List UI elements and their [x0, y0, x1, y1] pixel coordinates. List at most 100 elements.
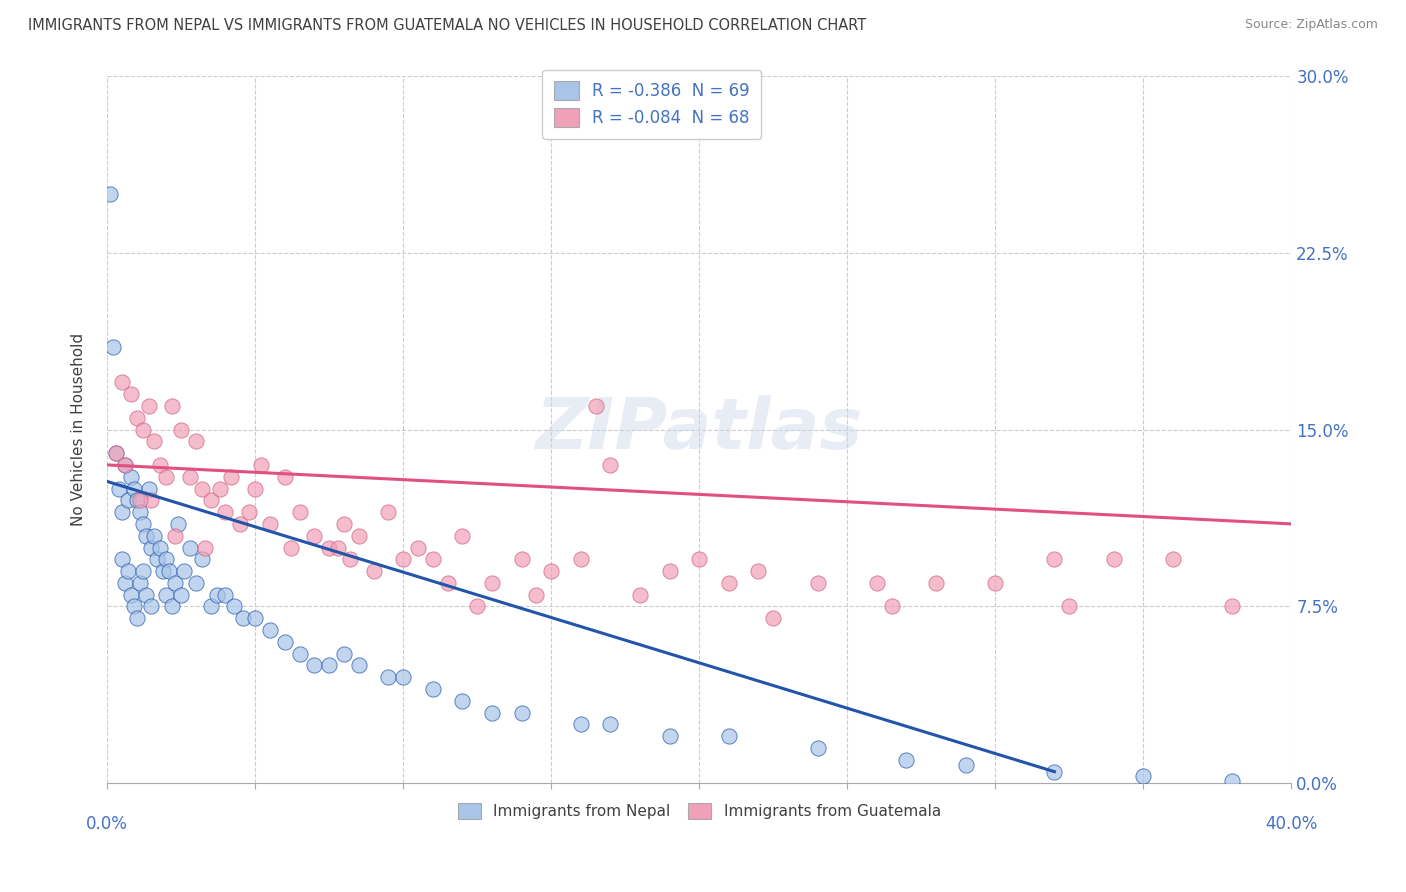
Point: [288, 647, 311, 661]
Point: [807, 741, 830, 756]
Point: [955, 757, 977, 772]
Point: [243, 482, 266, 496]
Text: 0.0%: 0.0%: [86, 815, 128, 833]
Point: [925, 575, 948, 590]
Point: [221, 469, 243, 483]
Point: [128, 575, 150, 590]
Point: [333, 647, 356, 661]
Point: [149, 541, 172, 555]
Point: [1220, 599, 1243, 614]
Point: [1220, 774, 1243, 789]
Point: [422, 682, 444, 697]
Point: [259, 516, 281, 531]
Point: [422, 552, 444, 566]
Point: [170, 588, 193, 602]
Point: [377, 670, 399, 684]
Point: [165, 575, 187, 590]
Point: [232, 611, 254, 625]
Point: [762, 611, 785, 625]
Point: [101, 340, 124, 354]
Point: [167, 516, 190, 531]
Point: [436, 575, 458, 590]
Point: [392, 670, 415, 684]
Point: [377, 505, 399, 519]
Point: [125, 410, 148, 425]
Point: [1043, 764, 1066, 779]
Point: [117, 493, 139, 508]
Point: [510, 706, 533, 720]
Point: [114, 458, 136, 472]
Point: [866, 575, 889, 590]
Point: [224, 599, 246, 614]
Point: [569, 552, 592, 566]
Point: [347, 658, 370, 673]
Point: [259, 623, 281, 637]
Point: [229, 516, 252, 531]
Point: [194, 541, 217, 555]
Point: [114, 458, 136, 472]
Point: [238, 505, 260, 519]
Point: [599, 458, 621, 472]
Point: [131, 564, 153, 578]
Point: [98, 186, 121, 201]
Point: [1059, 599, 1081, 614]
Point: [243, 611, 266, 625]
Point: [807, 575, 830, 590]
Point: [628, 588, 651, 602]
Point: [165, 529, 187, 543]
Point: [208, 482, 231, 496]
Point: [122, 599, 145, 614]
Point: [135, 588, 157, 602]
Point: [128, 493, 150, 508]
Point: [451, 529, 474, 543]
Point: [984, 575, 1007, 590]
Point: [200, 599, 222, 614]
Point: [451, 694, 474, 708]
Point: [392, 552, 415, 566]
Text: 40.0%: 40.0%: [1265, 815, 1317, 833]
Point: [135, 529, 157, 543]
Point: [481, 706, 503, 720]
Point: [152, 564, 174, 578]
Point: [333, 516, 356, 531]
Text: IMMIGRANTS FROM NEPAL VS IMMIGRANTS FROM GUATEMALA NO VEHICLES IN HOUSEHOLD CORR: IMMIGRANTS FROM NEPAL VS IMMIGRANTS FROM…: [28, 18, 866, 33]
Point: [149, 458, 172, 472]
Point: [688, 552, 710, 566]
Point: [896, 753, 918, 767]
Point: [347, 529, 370, 543]
Point: [184, 434, 207, 449]
Point: [111, 505, 134, 519]
Point: [200, 493, 222, 508]
Point: [540, 564, 562, 578]
Point: [250, 458, 273, 472]
Point: [717, 729, 740, 743]
Point: [179, 541, 201, 555]
Point: [155, 552, 177, 566]
Point: [120, 469, 142, 483]
Point: [304, 658, 326, 673]
Point: [1043, 552, 1066, 566]
Point: [273, 635, 295, 649]
Point: [111, 552, 134, 566]
Point: [318, 658, 340, 673]
Point: [131, 516, 153, 531]
Point: [184, 575, 207, 590]
Point: [191, 482, 214, 496]
Point: [191, 552, 214, 566]
Point: [111, 376, 134, 390]
Point: [120, 387, 142, 401]
Point: [141, 599, 163, 614]
Point: [304, 529, 326, 543]
Point: [747, 564, 769, 578]
Point: [117, 564, 139, 578]
Point: [104, 446, 127, 460]
Point: [1161, 552, 1184, 566]
Point: [717, 575, 740, 590]
Point: [146, 552, 169, 566]
Point: [141, 493, 163, 508]
Point: [108, 482, 131, 496]
Point: [125, 611, 148, 625]
Point: [114, 575, 136, 590]
Point: [157, 564, 180, 578]
Point: [138, 482, 160, 496]
